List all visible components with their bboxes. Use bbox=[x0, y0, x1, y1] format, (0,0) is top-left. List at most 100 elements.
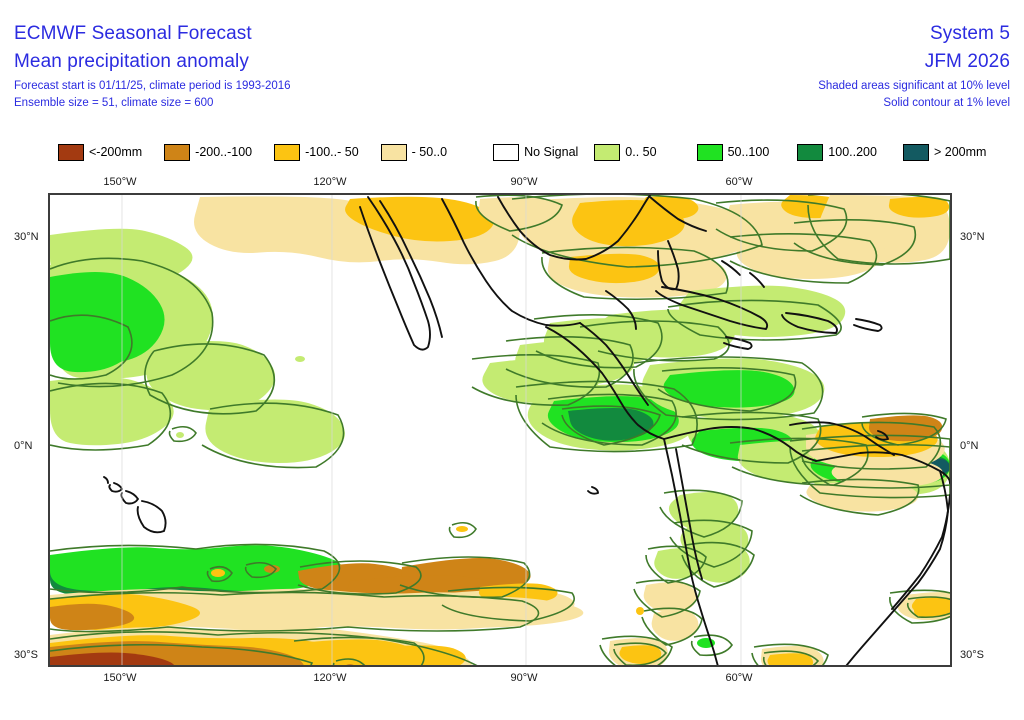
legend-swatch-50-100-color bbox=[696, 143, 723, 161]
contour-3 bbox=[50, 382, 172, 451]
contour-33 bbox=[471, 354, 601, 406]
contour-25 bbox=[807, 195, 950, 265]
legend-swatch-0-50-color bbox=[594, 143, 621, 161]
contour-55 bbox=[762, 650, 820, 665]
contour-7 bbox=[399, 556, 531, 599]
coastline-7 bbox=[579, 322, 649, 406]
legend-swatch-lt-minus200: <-200mm bbox=[58, 140, 142, 164]
anomaly-shading bbox=[50, 195, 950, 665]
legend-swatch-lt-minus200-color bbox=[58, 143, 84, 161]
legend-swatch-50-100-label: 50..100 bbox=[727, 144, 770, 159]
contour-1 bbox=[50, 314, 133, 380]
contour-52 bbox=[633, 579, 701, 618]
coastline-2 bbox=[441, 198, 581, 327]
contour-43 bbox=[801, 421, 942, 470]
coastline-17 bbox=[815, 451, 950, 484]
coastline-13 bbox=[721, 260, 741, 276]
axis-label-right-1: 0°N bbox=[960, 440, 979, 452]
legend-swatch-50-100: 50..100 bbox=[696, 140, 770, 164]
contour-31 bbox=[533, 314, 663, 369]
season-label: JFM 2026 bbox=[924, 51, 1010, 72]
contour-4 bbox=[201, 402, 345, 469]
legend-swatch-gt-200-label: > 200mm bbox=[933, 144, 987, 159]
contour-8 bbox=[50, 591, 540, 633]
page-title: ECMWF Seasonal Forecast bbox=[14, 23, 252, 44]
colorbar-legend: <-200mm -200..-100 -100..- 50 - 50..0 No Sig… bbox=[58, 140, 986, 164]
contour-51 bbox=[645, 545, 707, 584]
contour-59 bbox=[206, 565, 233, 583]
coastlines bbox=[103, 195, 950, 665]
coastline-29 bbox=[875, 430, 889, 441]
coastline-8 bbox=[605, 290, 637, 330]
coastline-24 bbox=[108, 482, 123, 493]
legend-swatch-minus100-minus50: -100..- 50 bbox=[274, 140, 359, 164]
coastline-14 bbox=[749, 272, 765, 288]
axis-label-top-1: 120°W bbox=[313, 176, 347, 188]
axis-label-top-2: 90°W bbox=[510, 176, 538, 188]
legend-swatch-100-200-label: 100..200 bbox=[828, 144, 877, 159]
axis-label-top-3: 60°W bbox=[725, 176, 753, 188]
contour-37 bbox=[633, 356, 824, 421]
map-frame bbox=[48, 193, 952, 667]
coastline-0 bbox=[359, 196, 431, 351]
contour-27 bbox=[729, 233, 878, 284]
axis-label-bottom-0: 150°W bbox=[103, 672, 137, 684]
coastline-27 bbox=[103, 476, 109, 484]
contour-36 bbox=[561, 405, 661, 446]
system-label: System 5 bbox=[930, 23, 1010, 44]
precipitation-anomaly-map bbox=[50, 195, 950, 665]
coastline-15 bbox=[663, 426, 817, 462]
legend-swatch-gt-200: > 200mm bbox=[902, 140, 987, 164]
contour-40 bbox=[729, 437, 869, 486]
contour-11 bbox=[50, 643, 314, 665]
contour-54 bbox=[751, 643, 829, 665]
legend-swatch-no-signal: No Signal bbox=[493, 140, 578, 164]
legend-swatch-minus200-minus100-color bbox=[164, 143, 191, 161]
legend-swatch-0-50-label: 0.. 50 bbox=[625, 144, 657, 159]
legend-swatch-100-200: 100..200 bbox=[797, 140, 877, 164]
legend-swatch-lt-minus200-label: <-200mm bbox=[89, 144, 143, 159]
axis-label-left-2: 30°S bbox=[14, 649, 38, 661]
coastline-5 bbox=[649, 196, 707, 232]
coastline-10 bbox=[781, 312, 838, 334]
contour-42 bbox=[801, 443, 950, 489]
legend-swatch-minus100-minus50-label: -100..- 50 bbox=[305, 144, 359, 159]
axis-label-left-1: 0°N bbox=[14, 440, 33, 452]
legend-swatch-minus50-0: - 50..0 bbox=[380, 140, 448, 164]
coastline-26 bbox=[136, 500, 167, 534]
contour-23 bbox=[511, 195, 763, 268]
axis-label-bottom-2: 90°W bbox=[510, 672, 538, 684]
significance-note-shaded: Shaded areas significant at 10% level bbox=[818, 80, 1010, 92]
axis-label-left-0: 30°N bbox=[14, 231, 39, 243]
contour-61 bbox=[690, 634, 733, 657]
coastline-18 bbox=[663, 438, 719, 665]
coastline-12 bbox=[723, 336, 753, 350]
forecast-start-text: Forecast start is 01/11/25, climate peri… bbox=[14, 80, 291, 92]
contour-35 bbox=[541, 393, 677, 446]
contour-53 bbox=[641, 607, 703, 646]
contour-57 bbox=[613, 642, 668, 665]
contour-26 bbox=[541, 246, 729, 301]
legend-swatch-no-signal-label: No Signal bbox=[524, 144, 579, 159]
legend-swatch-minus50-0-color bbox=[380, 143, 407, 161]
coastline-28 bbox=[587, 486, 599, 495]
contour-62 bbox=[332, 658, 366, 665]
coastline-19 bbox=[675, 448, 703, 580]
contour-29 bbox=[667, 299, 842, 341]
contour-5 bbox=[50, 543, 341, 594]
axis-label-top-0: 150°W bbox=[103, 176, 137, 188]
contour-44 bbox=[861, 412, 947, 446]
contour-10 bbox=[50, 631, 478, 665]
contour-58 bbox=[244, 561, 278, 579]
contour-0 bbox=[50, 257, 214, 388]
contour-46 bbox=[889, 589, 950, 624]
legend-swatch-minus100-minus50-color bbox=[274, 143, 301, 161]
coastline-6 bbox=[545, 326, 665, 440]
meridian-hints bbox=[121, 195, 742, 665]
coastline-11 bbox=[853, 318, 883, 332]
legend-swatch-no-signal-color bbox=[493, 143, 520, 161]
legend-swatch-minus50-0-label: - 50..0 bbox=[411, 144, 448, 159]
contour-60 bbox=[448, 521, 477, 539]
map-container bbox=[48, 193, 952, 667]
